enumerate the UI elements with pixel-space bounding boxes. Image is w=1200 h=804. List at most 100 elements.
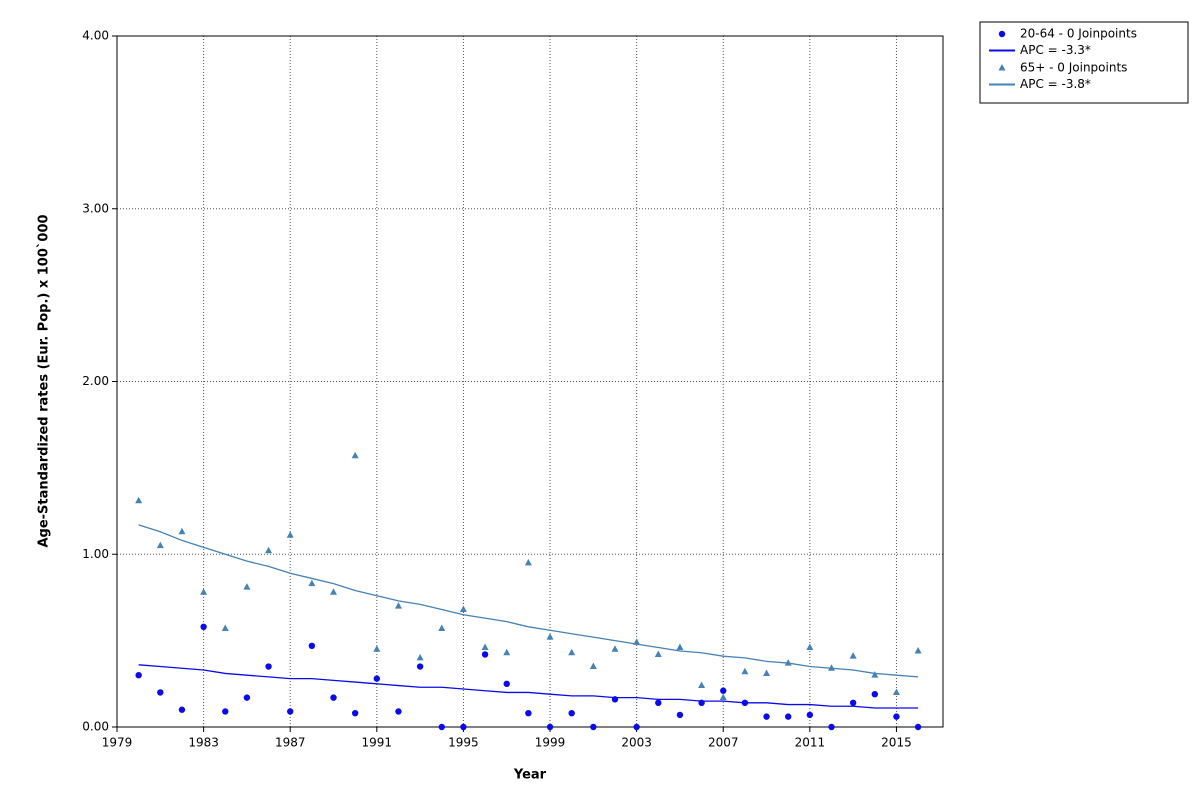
fit-line [138, 524, 919, 678]
data-point [222, 708, 229, 715]
y-axis-title: Age-Standardized rates (Eur. Pop.) x 100… [37, 214, 52, 547]
data-point [373, 645, 381, 652]
data-point [849, 652, 857, 659]
data-point [156, 541, 164, 549]
x-tick-label: 1983 [188, 736, 219, 750]
x-tick-label: 1995 [448, 736, 479, 750]
data-point [286, 531, 294, 538]
x-tick-label: 2015 [881, 736, 912, 750]
x-tick-label: 2011 [795, 736, 826, 750]
data-point [135, 671, 142, 679]
data-point [871, 671, 879, 678]
data-point [157, 689, 164, 696]
data-point [676, 711, 684, 719]
y-tick-label: 0.00 [82, 720, 109, 734]
data-point [590, 723, 597, 731]
data-point [459, 605, 467, 613]
data-point [654, 650, 662, 657]
data-point [200, 588, 208, 595]
data-point [481, 643, 489, 651]
data-point [827, 664, 835, 671]
data-point [308, 579, 316, 587]
data-point [265, 663, 272, 670]
legend-box [979, 21, 1189, 104]
x-tick-label: 2007 [708, 736, 739, 750]
x-tick-label: 1987 [275, 736, 306, 750]
data-point [243, 694, 251, 701]
data-point [892, 688, 900, 695]
plot-frame [116, 35, 944, 728]
x-tick-label: 1979 [102, 736, 133, 750]
fit-line [138, 664, 919, 709]
data-point [351, 451, 359, 459]
data-point [568, 709, 575, 717]
data-point [720, 687, 727, 694]
data-point [178, 706, 186, 713]
data-point [416, 653, 424, 661]
data-point [438, 723, 445, 731]
data-point [546, 633, 554, 640]
y-tick-label: 1.00 [82, 547, 109, 561]
legend-label: APC = -3.3* [1020, 43, 1091, 57]
legend-label: 20-64 - 0 Joinpoints [1020, 27, 1137, 41]
x-tick-label: 1991 [362, 736, 393, 750]
data-point [849, 699, 857, 707]
data-point [525, 709, 532, 717]
data-point [178, 527, 186, 535]
x-axis-title: Year [513, 768, 547, 783]
y-tick-label: 3.00 [82, 201, 109, 215]
data-point [741, 667, 749, 675]
data-point [330, 588, 338, 595]
legend-label: APC = -3.8* [1020, 77, 1091, 91]
data-point [503, 680, 510, 688]
data-point [914, 723, 922, 731]
data-point [914, 646, 922, 654]
data-point [395, 708, 402, 715]
data-point [784, 713, 792, 720]
data-point [568, 648, 576, 656]
legend: 20-64 - 0 Joinpoints APC = -3.3* 65+ - 0 J… [979, 21, 1189, 104]
data-point [546, 723, 554, 731]
data-point [460, 723, 467, 731]
data-point [633, 723, 640, 731]
data-point [763, 713, 770, 720]
data-point [330, 694, 337, 701]
y-tick-label: 4.00 [82, 29, 109, 43]
data-point [438, 624, 446, 632]
legend-marker [998, 30, 1006, 38]
x-tick-label: 2003 [621, 736, 652, 750]
legend-marker [998, 64, 1006, 71]
data-point [806, 711, 814, 719]
legend-label: 65+ - 0 Joinpoints [1020, 61, 1127, 75]
x-tick-label: 1999 [535, 736, 566, 750]
data-point [503, 648, 511, 656]
data-point [416, 663, 424, 670]
data-point [763, 669, 771, 676]
data-point [243, 583, 251, 590]
data-point [719, 693, 727, 701]
data-point [221, 624, 229, 632]
y-tick-label: 2.00 [82, 374, 109, 388]
data-point [373, 675, 381, 682]
data-point [481, 651, 489, 658]
data-point [135, 496, 143, 504]
data-point [308, 642, 316, 650]
data-point [655, 699, 662, 707]
data-point [265, 546, 273, 554]
data-point [806, 643, 814, 651]
data-point [200, 623, 207, 631]
data-point [828, 723, 835, 731]
data-point [871, 690, 878, 698]
data-point [589, 662, 597, 670]
data-point [524, 558, 532, 566]
data-point [611, 645, 619, 652]
data-point [394, 602, 402, 609]
data-point [698, 681, 706, 689]
data-point [351, 709, 359, 717]
data-point [287, 708, 294, 715]
data-point [676, 643, 684, 651]
data-point [893, 713, 900, 720]
